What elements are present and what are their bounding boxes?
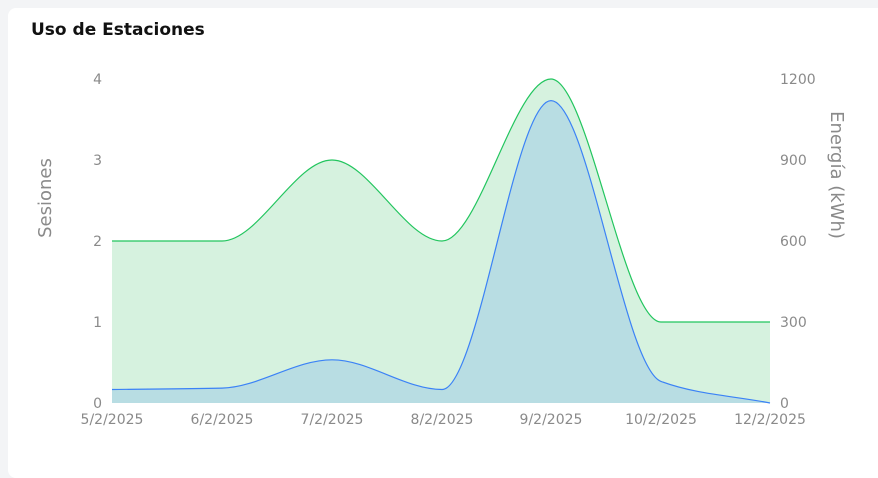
right-tick-label: 1200: [780, 72, 816, 88]
right-tick-label: 600: [780, 234, 807, 250]
x-tick-label: 8/2/2025: [411, 412, 474, 428]
right-axis-ticks: 0 300 600 900 1200: [780, 72, 816, 412]
right-axis-title: Energía (kWh): [826, 111, 847, 239]
series-1-line: [112, 78, 770, 323]
right-tick-label: 900: [780, 153, 807, 169]
x-tick-label: 6/2/2025: [191, 412, 254, 428]
left-tick-label: 2: [93, 234, 102, 250]
x-axis-ticks: 5/2/2025 6/2/2025 7/2/2025 8/2/2025 9/2/2025…: [81, 412, 806, 428]
x-tick-label: 12/2/2025: [734, 412, 806, 428]
left-tick-label: 3: [93, 153, 102, 169]
x-tick-label: 7/2/2025: [301, 412, 364, 428]
series-2-area: [112, 100, 770, 403]
series-2-line: [111, 99, 771, 404]
right-tick-label: 0: [780, 396, 789, 412]
left-tick-label: 4: [93, 72, 102, 88]
area-chart: 0 1 2 3 4 0 300 600 900 1200 5/2/2025 6/2/2025 7/2…: [35, 72, 847, 428]
x-tick-label: 5/2/2025: [81, 412, 144, 428]
x-tick-label: 10/2/2025: [625, 412, 697, 428]
left-axis-ticks: 0 1 2 3 4: [93, 72, 102, 412]
x-tick-label: 9/2/2025: [520, 412, 583, 428]
left-tick-label: 0: [93, 396, 102, 412]
left-axis-title: Sesiones: [35, 158, 56, 238]
right-tick-label: 300: [780, 315, 807, 331]
left-tick-label: 1: [93, 315, 102, 331]
series-lines: [111, 78, 771, 404]
card-title: Uso de Estaciones: [31, 20, 205, 40]
